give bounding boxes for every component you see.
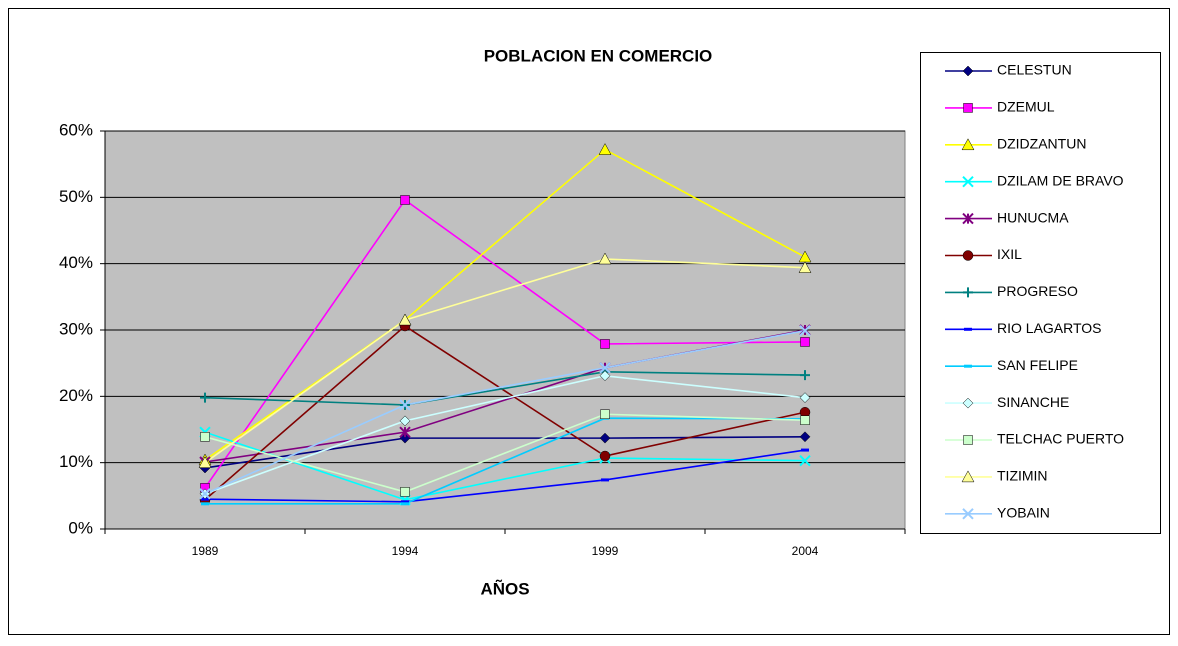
marker [962, 508, 974, 520]
series-line [204, 435, 806, 469]
marker [962, 65, 974, 77]
marker [200, 392, 210, 403]
marker [799, 454, 811, 467]
legend-label: PROGRESO [997, 283, 1078, 299]
legend-label: SINANCHE [997, 394, 1069, 410]
series-line [204, 198, 806, 489]
marker [800, 415, 810, 425]
legend-label: HUNUCMA [997, 209, 1069, 225]
marker [600, 409, 610, 419]
series-line [205, 417, 806, 505]
marker [399, 426, 411, 438]
y-tick-label: 60% [59, 120, 93, 139]
series-line [204, 431, 806, 501]
marker [963, 287, 973, 298]
marker [798, 261, 812, 273]
series-line [204, 374, 806, 495]
marker [400, 487, 410, 497]
marker [962, 212, 974, 225]
series-line [204, 413, 806, 493]
marker [598, 143, 612, 155]
marker [400, 195, 410, 205]
y-tick-label: 40% [59, 253, 93, 272]
marker [599, 450, 611, 462]
marker [599, 432, 611, 444]
legend-label: IXIL [997, 246, 1022, 262]
x-axis-title: AÑOS [480, 578, 529, 598]
marker [399, 415, 411, 427]
marker [799, 392, 811, 404]
marker [961, 138, 975, 151]
legend-label: RIO LAGARTOS [997, 320, 1102, 336]
x-tick-label: 1994 [392, 544, 419, 558]
legend-label: TELCHAC PUERTO [997, 431, 1124, 447]
marker [598, 252, 612, 265]
legend-label: CELESTUN [997, 62, 1072, 78]
legend-label: SAN FELIPE [997, 357, 1078, 373]
marker [961, 470, 975, 483]
marker [599, 362, 611, 374]
series-line [204, 325, 806, 501]
marker [799, 431, 811, 443]
legend-label: DZILAM DE BRAVO [997, 172, 1124, 188]
legend-label: TIZIMIN [997, 468, 1048, 484]
y-tick-label: 20% [59, 386, 93, 405]
marker [198, 456, 212, 468]
marker [962, 250, 974, 261]
y-tick-label: 10% [59, 452, 93, 471]
x-tick-label: 1999 [592, 544, 619, 558]
legend-label: DZIDZANTUN [997, 136, 1086, 152]
x-tick-label: 1989 [192, 544, 219, 558]
y-tick-label: 0% [68, 518, 93, 537]
marker [398, 313, 412, 326]
y-tick-label: 30% [59, 319, 93, 338]
legend-label: DZEMUL [997, 99, 1055, 115]
y-tick-label: 50% [59, 187, 93, 206]
marker [963, 103, 973, 113]
legend-label: YOBAIN [997, 505, 1050, 521]
series-line [204, 258, 806, 464]
marker [963, 435, 973, 445]
series-line [204, 449, 806, 503]
marker [200, 432, 210, 442]
marker [962, 175, 974, 188]
marker [800, 337, 810, 347]
marker [399, 399, 411, 411]
marker [600, 339, 610, 349]
marker [800, 370, 810, 381]
x-tick-label: 2004 [792, 544, 819, 558]
series-line [204, 370, 806, 406]
marker [962, 397, 974, 409]
chart-title: POBLACION EN COMERCIO [484, 46, 713, 65]
marker [799, 324, 811, 337]
series-line [204, 329, 806, 495]
marker [199, 488, 211, 500]
marker [599, 370, 611, 382]
series-line [204, 148, 806, 461]
